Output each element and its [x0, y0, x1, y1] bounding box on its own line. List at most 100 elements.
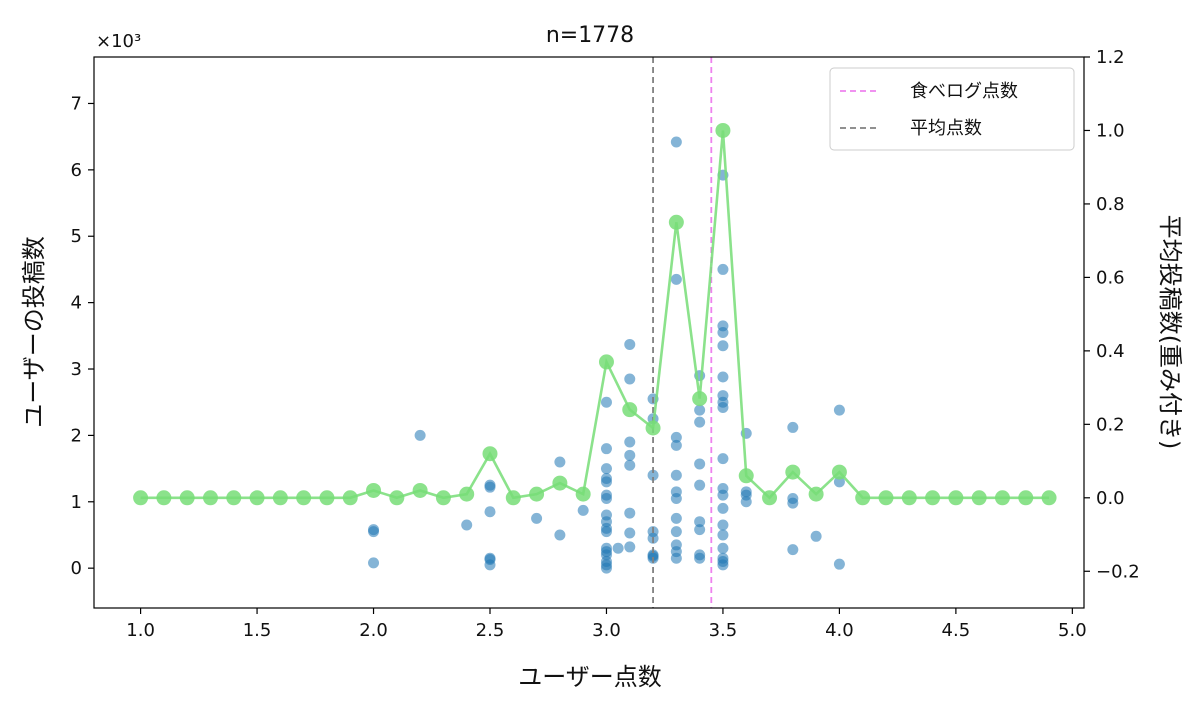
weighted-average-marker: [598, 354, 614, 370]
weighted-average-marker: [435, 490, 451, 506]
scatter-point: [554, 529, 566, 541]
x-tick-label: 2.5: [476, 620, 505, 641]
vline-layer: [652, 57, 713, 608]
scatter-point: [717, 559, 729, 571]
scatter-point: [624, 459, 636, 471]
scatter-point: [670, 469, 682, 481]
weighted-average-marker: [762, 490, 778, 506]
x-tick-label: 4.5: [942, 620, 971, 641]
scatter-point: [624, 507, 636, 519]
scatter-point: [368, 524, 380, 536]
weighted-average-line: [140, 130, 1050, 500]
scatter-point: [717, 502, 729, 514]
scatter-point: [670, 512, 682, 524]
scatter-point: [810, 530, 822, 542]
x-axis-ticks: 1.0 1.5 2.0 2.5 3.0 3.5 4.0 4.5 5.0: [126, 608, 1087, 641]
scatter-point: [717, 340, 729, 352]
weighted-average-marker: [505, 490, 521, 506]
weighted-average-marker: [552, 475, 568, 491]
scatter-point: [414, 429, 426, 441]
weighted-average-marker: [878, 490, 894, 506]
right-tick-label: −0.2: [1096, 561, 1140, 582]
left-axis-label: ユーザーの投稿数: [20, 236, 48, 428]
weighted-average-marker: [296, 490, 312, 506]
right-axis-label: 平均投稿数(重み付き): [1156, 215, 1184, 450]
scatter-point: [717, 371, 729, 383]
scatter-point: [600, 396, 612, 408]
x-tick-label: 3.5: [709, 620, 738, 641]
scatter-point: [531, 512, 543, 524]
left-tick-label: 0: [71, 558, 82, 579]
scatter-point: [670, 431, 682, 443]
scatter-point: [717, 402, 729, 414]
weighted-average-marker: [366, 482, 382, 498]
plot-frame: [93, 56, 1085, 609]
weighted-average-marker: [529, 486, 545, 502]
x-tick-label: 5.0: [1058, 620, 1087, 641]
scatter-point: [694, 416, 706, 428]
weighted-average-marker: [412, 482, 428, 498]
weighted-average-marker: [715, 122, 731, 138]
scatter-point: [624, 373, 636, 385]
scatter-point: [787, 497, 799, 509]
scatter-layer: [368, 136, 845, 574]
scatter-point: [787, 421, 799, 433]
legend-label-average: 平均点数: [910, 118, 982, 139]
right-tick-label: 0.2: [1096, 414, 1125, 435]
scatter-point: [833, 558, 845, 570]
scatter-point: [600, 463, 612, 475]
left-tick-label: 4: [71, 293, 82, 314]
left-tick-label: 2: [71, 425, 82, 446]
chart-title: n=1778: [546, 23, 634, 48]
scatter-point: [694, 404, 706, 416]
x-tick-label: 1.5: [243, 620, 272, 641]
legend-box: [829, 67, 1075, 151]
weighted-average-marker: [1018, 490, 1034, 506]
scatter-point: [368, 557, 380, 569]
scatter-point: [694, 479, 706, 491]
left-tick-label: 5: [71, 226, 82, 247]
scatter-point: [670, 552, 682, 564]
scatter-point: [624, 338, 636, 350]
scatter-point: [717, 529, 729, 541]
scatter-point: [670, 526, 682, 538]
weighted-average-marker: [948, 490, 964, 506]
weighted-average-marker: [1041, 490, 1057, 506]
x-axis-label: ユーザー点数: [518, 663, 662, 691]
left-tick-label: 6: [71, 160, 82, 181]
scatter-point: [577, 504, 589, 516]
scatter-point: [461, 519, 473, 531]
scatter-point: [600, 443, 612, 455]
scatter-point: [670, 136, 682, 148]
right-tick-label: 0.6: [1096, 267, 1125, 288]
scatter-point: [717, 263, 729, 275]
scatter-point: [833, 476, 845, 488]
left-axis-multiplier: ×10³: [96, 31, 141, 52]
scatter-point: [694, 458, 706, 470]
scatter-point: [624, 436, 636, 448]
scatter-point: [670, 273, 682, 285]
scatter-point: [624, 449, 636, 461]
scatter-point: [600, 476, 612, 488]
weighted-average-marker: [622, 402, 638, 418]
weighted-average-marker: [901, 490, 917, 506]
weighted-average-marker: [342, 490, 358, 506]
right-tick-label: 0.4: [1096, 341, 1125, 362]
scatter-point: [717, 489, 729, 501]
weighted-average-marker: [668, 214, 684, 230]
scatter-point: [740, 496, 752, 508]
x-tick-label: 1.0: [126, 620, 155, 641]
legend: 食べログ点数 平均点数: [829, 67, 1075, 151]
scatter-point: [670, 492, 682, 504]
weighted-average-marker: [249, 490, 265, 506]
right-tick-label: 1.2: [1096, 47, 1125, 68]
weighted-average-marker: [226, 490, 242, 506]
weighted-average-marker: [319, 490, 335, 506]
weighted-average-marker: [785, 464, 801, 480]
weighted-average-marker: [831, 464, 847, 480]
weighted-average-marker: [133, 490, 149, 506]
weighted-average-marker: [994, 490, 1010, 506]
weighted-average-marker: [575, 486, 591, 502]
weighted-average-marker: [645, 420, 661, 436]
